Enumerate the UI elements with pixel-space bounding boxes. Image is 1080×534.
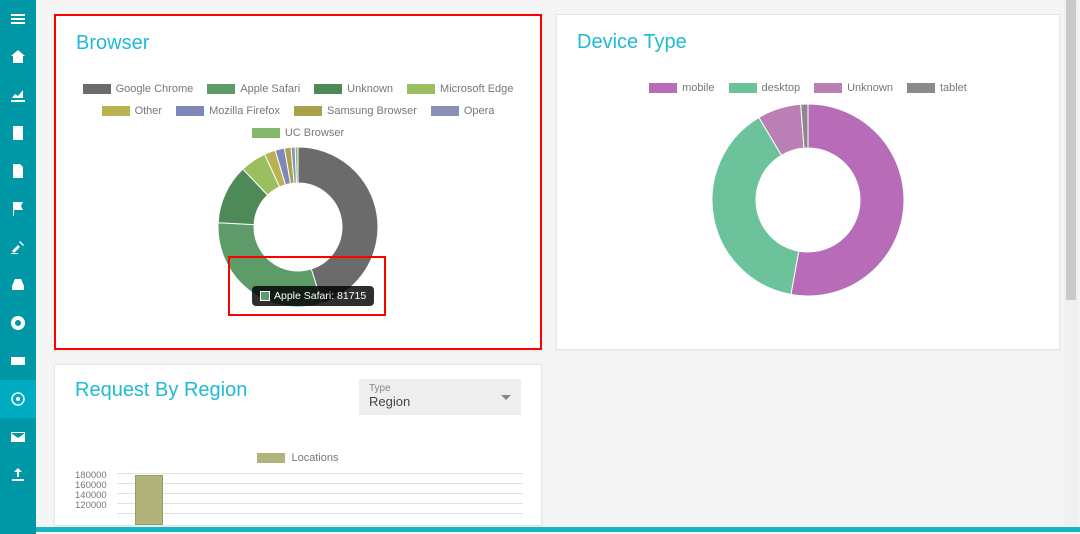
legend-item[interactable]: Opera xyxy=(431,105,495,117)
chart-tooltip: Apple Safari: 81715 xyxy=(252,286,374,306)
nav-card[interactable] xyxy=(0,342,36,380)
legend-label: Samsung Browser xyxy=(327,105,417,117)
home-icon xyxy=(10,49,26,65)
legend-swatch xyxy=(649,83,677,93)
menu-icon xyxy=(10,11,26,27)
flag-icon xyxy=(10,201,26,217)
vertical-scrollbar[interactable] xyxy=(1064,0,1078,526)
legend-item[interactable]: Microsoft Edge xyxy=(407,83,513,95)
region-legend: Locations xyxy=(75,452,521,464)
region-bar-chart[interactable]: 180000160000140000120000 xyxy=(75,471,523,525)
legend-label: UC Browser xyxy=(285,127,344,139)
legend-label: Opera xyxy=(464,105,495,117)
legend-item[interactable]: desktop xyxy=(729,82,801,94)
legend-label: Other xyxy=(135,105,163,117)
building-icon xyxy=(10,125,26,141)
legend-swatch xyxy=(176,106,204,116)
legend-label: mobile xyxy=(682,82,714,94)
legend-label: tablet xyxy=(940,82,967,94)
legend-swatch xyxy=(102,106,130,116)
target-icon xyxy=(10,391,26,407)
legend-item[interactable]: UC Browser xyxy=(252,127,344,139)
type-select[interactable]: Type Region xyxy=(359,379,521,415)
legend-label: desktop xyxy=(762,82,801,94)
nav-gavel[interactable] xyxy=(0,228,36,266)
legend-label: Google Chrome xyxy=(116,83,194,95)
mail-icon xyxy=(10,429,26,445)
legend-item[interactable]: Other xyxy=(102,105,163,117)
browser-title: Browser xyxy=(76,32,520,55)
lifebuoy-icon xyxy=(10,315,26,331)
legend-item[interactable]: mobile xyxy=(649,82,714,94)
type-select-value: Region xyxy=(369,394,511,409)
legend-swatch xyxy=(907,83,935,93)
gavel-icon xyxy=(10,239,26,255)
region-legend-label: Locations xyxy=(291,452,338,464)
region-title: Request By Region xyxy=(75,379,247,402)
chevron-down-icon xyxy=(501,395,511,400)
legend-swatch xyxy=(314,84,342,94)
scrollbar-thumb[interactable] xyxy=(1066,0,1076,300)
legend-label: Mozilla Firefox xyxy=(209,105,280,117)
device-legend: mobile desktop Unknown tablet xyxy=(577,82,1039,94)
device-doughnut-chart[interactable] xyxy=(630,100,986,304)
nav-mail[interactable] xyxy=(0,418,36,456)
nav-home[interactable] xyxy=(0,38,36,76)
main-content: Browser Google Chrome Apple Safari Unknown… xyxy=(36,0,1080,534)
device-title: Device Type xyxy=(577,31,1039,54)
region-panel: Request By Region Type Region Locations … xyxy=(54,364,542,526)
legend-item[interactable]: Google Chrome xyxy=(83,83,194,95)
bar-grid xyxy=(117,473,523,525)
nav-target[interactable] xyxy=(0,380,36,418)
device-chart-wrap xyxy=(577,100,1039,304)
nav-lifebuoy[interactable] xyxy=(0,304,36,342)
browser-legend: Google Chrome Apple Safari Unknown Microsof… xyxy=(76,83,520,139)
bottom-accent xyxy=(36,527,1080,532)
legend-swatch xyxy=(729,83,757,93)
browser-panel: Browser Google Chrome Apple Safari Unknown… xyxy=(54,14,542,350)
region-legend-swatch xyxy=(257,453,285,463)
nav-flag[interactable] xyxy=(0,190,36,228)
legend-swatch xyxy=(207,84,235,94)
drive-icon xyxy=(10,277,26,293)
card-icon xyxy=(10,353,26,369)
legend-label: Microsoft Edge xyxy=(440,83,513,95)
legend-swatch xyxy=(814,83,842,93)
legend-item[interactable]: Unknown xyxy=(314,83,393,95)
legend-swatch xyxy=(431,106,459,116)
legend-swatch xyxy=(252,128,280,138)
tooltip-swatch xyxy=(260,291,270,301)
upload-icon xyxy=(10,467,26,483)
sidebar xyxy=(0,0,36,534)
legend-swatch xyxy=(407,84,435,94)
nav-chart[interactable] xyxy=(0,76,36,114)
legend-label: Unknown xyxy=(347,83,393,95)
nav-building[interactable] xyxy=(0,114,36,152)
nav-drive[interactable] xyxy=(0,266,36,304)
legend-item[interactable]: Unknown xyxy=(814,82,893,94)
device-panel: Device Type mobile desktop Unknown tablet xyxy=(556,14,1060,350)
document-icon xyxy=(10,163,26,179)
nav-document[interactable] xyxy=(0,152,36,190)
legend-item[interactable]: Mozilla Firefox xyxy=(176,105,280,117)
bar-ylabels: 180000160000140000120000 xyxy=(75,471,107,511)
tooltip-text: Apple Safari: 81715 xyxy=(274,290,366,302)
legend-item[interactable]: Apple Safari xyxy=(207,83,300,95)
legend-swatch xyxy=(83,84,111,94)
legend-label: Apple Safari xyxy=(240,83,300,95)
type-select-label: Type xyxy=(369,383,511,394)
chart-icon xyxy=(10,87,26,103)
nav-menu[interactable] xyxy=(0,0,36,38)
legend-item[interactable]: tablet xyxy=(907,82,967,94)
legend-label: Unknown xyxy=(847,82,893,94)
legend-item[interactable]: Samsung Browser xyxy=(294,105,417,117)
legend-swatch xyxy=(294,106,322,116)
nav-upload[interactable] xyxy=(0,456,36,494)
